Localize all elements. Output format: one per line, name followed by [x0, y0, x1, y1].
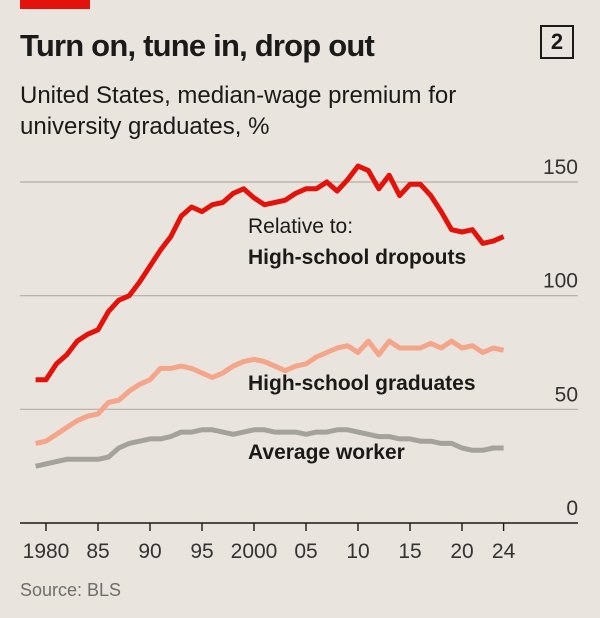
y-tick-label-100: 100	[543, 270, 578, 293]
series-label-dropouts: High-school dropouts	[248, 246, 466, 269]
chart-title: Turn on, tune in, drop out	[20, 28, 375, 63]
x-tick-label-2005: 05	[294, 540, 317, 563]
x-tick-label-1985: 85	[86, 540, 109, 563]
x-axis: 1980 85 90 95 2000 05 10 15 20 24	[20, 522, 578, 563]
accent-bar	[20, 0, 90, 9]
grid-lines: 0 50 100 150	[20, 156, 578, 520]
y-tick-label-150: 150	[543, 156, 578, 179]
y-tick-label-50: 50	[555, 383, 578, 406]
series-label-average: Average worker	[248, 441, 405, 464]
source-note: Source: BLS	[20, 580, 122, 600]
series-labels: Relative to: High-school dropouts High-s…	[248, 215, 476, 464]
x-tick-label-2024: 24	[492, 540, 516, 563]
series-lines	[35, 163, 505, 469]
series-line-high-school-dropouts	[35, 163, 505, 383]
annotation-relative-to: Relative to:	[248, 215, 353, 238]
chart-subtitle: United States, median-wage premium for u…	[20, 82, 457, 140]
series-line-average-worker	[35, 427, 504, 469]
series-label-graduates: High-school graduates	[248, 372, 476, 395]
series-line-high-school-graduates	[35, 338, 505, 446]
x-tick-label-2015: 15	[398, 540, 421, 563]
chart-number-badge: 2	[540, 25, 574, 59]
x-tick-label-1980: 1980	[23, 540, 70, 563]
x-tick-label-2000: 2000	[231, 540, 278, 563]
y-tick-label-0: 0	[566, 497, 578, 520]
x-tick-label-2020: 20	[450, 540, 473, 563]
x-tick-label-1995: 95	[190, 540, 213, 563]
x-tick-label-1990: 90	[138, 540, 161, 563]
x-tick-label-2010: 10	[346, 540, 369, 563]
